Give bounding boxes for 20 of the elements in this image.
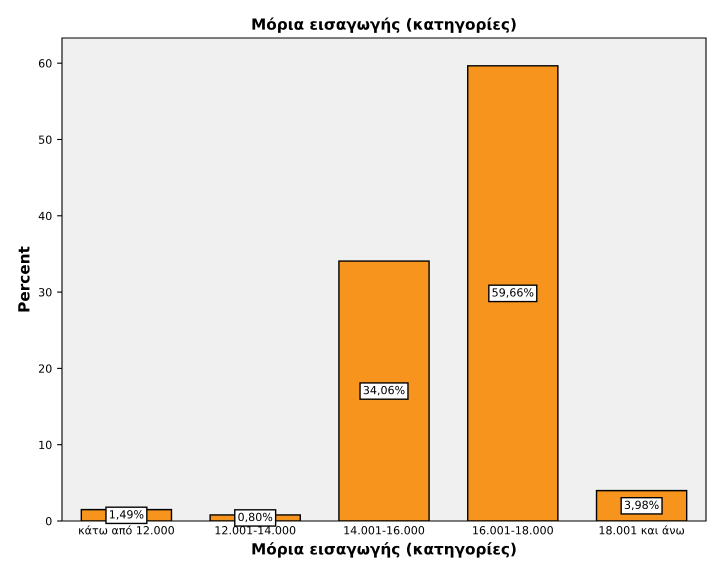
chart-title: Μόρια εισαγωγής (κατηγορίες) xyxy=(252,17,516,33)
data-label: 59,66% xyxy=(492,288,534,298)
y-tick-label: 30 xyxy=(38,288,52,296)
data-label: 0,80% xyxy=(238,512,272,522)
data-label: 34,06% xyxy=(364,386,405,396)
x-tick-label: κάτω από 12.000 xyxy=(79,525,174,535)
x-tick-label: 14.001-16.000 xyxy=(344,526,424,534)
y-tick-label: 20 xyxy=(38,364,52,373)
y-axis-title: Percent xyxy=(18,246,30,312)
y-tick-label: 50 xyxy=(38,135,52,144)
y-tick-label: 10 xyxy=(39,440,52,450)
data-label: 3,98% xyxy=(624,500,659,510)
y-tick-label: 0 xyxy=(46,516,52,526)
x-tick-label: 18.001 και άνω xyxy=(600,525,684,534)
x-axis-title: Μόρια εισαγωγής (κατηγορίες) xyxy=(252,542,516,558)
data-label: 1,49% xyxy=(110,510,144,520)
x-tick-label: 12.001-14.000 xyxy=(216,526,296,534)
y-tick-label: 40 xyxy=(38,212,52,220)
x-tick-label: 16.001-18.000 xyxy=(473,526,553,534)
y-tick-label: 60 xyxy=(38,59,52,68)
